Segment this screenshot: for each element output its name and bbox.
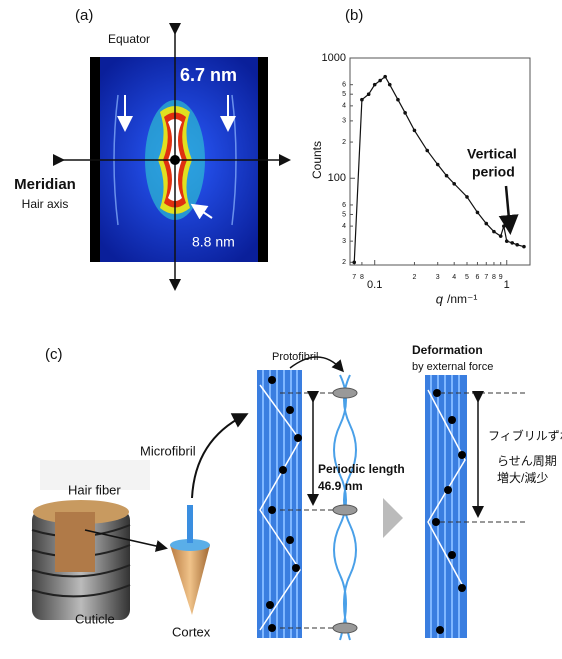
y-tick-label: 2 bbox=[342, 139, 346, 146]
y-tick-label: 5 bbox=[342, 211, 346, 218]
x-tick-label: 0.1 bbox=[367, 279, 382, 291]
figure: (a) Equator 6.7 nm Meridian Hair axis 8.… bbox=[0, 0, 562, 659]
deformation-label: Deformation bbox=[412, 343, 483, 357]
spacing-label: 8.8 nm bbox=[192, 234, 235, 250]
data-point bbox=[367, 92, 371, 96]
panel-label: (a) bbox=[75, 7, 93, 24]
meridian-label: Meridian bbox=[14, 176, 76, 193]
arrow bbox=[192, 415, 245, 498]
panel-label: (c) bbox=[45, 346, 63, 363]
data-point bbox=[515, 243, 519, 247]
chart-title: (b) bbox=[345, 7, 363, 24]
data-point bbox=[476, 211, 480, 215]
data-point bbox=[413, 129, 417, 133]
beam-center bbox=[170, 155, 180, 165]
data-point bbox=[396, 98, 400, 102]
data-point bbox=[445, 174, 449, 178]
x-tick-label: 6 bbox=[476, 274, 480, 281]
annotation: Vertical bbox=[467, 146, 517, 162]
data-point bbox=[492, 230, 496, 234]
data-point bbox=[373, 83, 377, 87]
microfibril-label: Microfibril bbox=[140, 443, 196, 458]
data-point bbox=[452, 182, 456, 186]
x-tick-label: 1 bbox=[504, 279, 510, 291]
x-tick-label: 8 bbox=[492, 274, 496, 281]
y-tick-label: 2 bbox=[342, 259, 346, 266]
cuticle-label: Cuticle bbox=[75, 611, 115, 626]
microfibril-rod bbox=[187, 505, 193, 543]
data-point bbox=[465, 195, 469, 199]
data-point bbox=[502, 224, 506, 228]
panel-b: (b) Counts q /nm⁻¹ Vertical period 23456… bbox=[310, 7, 530, 306]
x-axis-label: q bbox=[436, 291, 444, 306]
x-tick-label: 4 bbox=[452, 274, 456, 281]
annotation-arrow bbox=[506, 186, 510, 230]
data-point bbox=[499, 234, 503, 238]
y-tick-label: 5 bbox=[342, 91, 346, 98]
x-tick-label: 7 bbox=[484, 274, 488, 281]
jp-label: 増大/減少 bbox=[497, 470, 548, 485]
equator-label: Equator bbox=[108, 32, 150, 46]
y-tick-label: 4 bbox=[342, 103, 346, 110]
data-point bbox=[484, 222, 488, 226]
data-point bbox=[425, 149, 429, 153]
data-point bbox=[378, 79, 382, 83]
data-point bbox=[505, 239, 509, 243]
x-tick-label: 8 bbox=[360, 274, 364, 281]
deformation-label: by external force bbox=[412, 361, 493, 373]
data-point bbox=[403, 111, 407, 115]
y-tick-label: 6 bbox=[342, 202, 346, 209]
spacing-label: 6.7 nm bbox=[180, 65, 237, 85]
periodic-length-value: 46.9 nm bbox=[318, 479, 363, 493]
panel-c: (c) Hair fiber Cuticle Cortex Microfibri… bbox=[32, 343, 562, 640]
periodic-length-label: Periodic length bbox=[318, 462, 405, 476]
deformed-fibril bbox=[425, 375, 467, 638]
annotation: period bbox=[472, 164, 515, 180]
jp-label: らせん周期 bbox=[497, 454, 557, 468]
fibril-bundle bbox=[257, 370, 302, 638]
y-tick-label: 3 bbox=[342, 118, 346, 125]
hair-fiber-label: Hair fiber bbox=[68, 482, 121, 497]
x-tick-label: 7 bbox=[352, 274, 356, 281]
x-tick-label: 5 bbox=[465, 274, 469, 281]
data-point bbox=[383, 75, 387, 79]
data-point bbox=[436, 163, 440, 167]
x-tick-label: 2 bbox=[412, 274, 416, 281]
x-tick-label: 3 bbox=[436, 274, 440, 281]
data-point bbox=[522, 245, 526, 249]
jp-label: フィブリルずれ bbox=[488, 428, 562, 443]
cortex-cone bbox=[170, 545, 210, 615]
y-tick-label: 4 bbox=[342, 223, 346, 230]
cortex-label: Cortex bbox=[172, 624, 211, 639]
y-tick-label: 3 bbox=[342, 238, 346, 245]
y-tick-label: 100 bbox=[328, 172, 346, 184]
data-point bbox=[352, 261, 356, 265]
y-tick-label: 6 bbox=[342, 82, 346, 89]
data-point bbox=[510, 241, 514, 245]
panel-a: (a) Equator 6.7 nm Meridian Hair axis 8.… bbox=[14, 7, 288, 288]
data-point bbox=[360, 98, 364, 102]
hair-cortex bbox=[55, 512, 95, 572]
hair-axis-label: Hair axis bbox=[22, 197, 69, 211]
x-tick-label: 9 bbox=[499, 274, 503, 281]
y-axis-label: Counts bbox=[310, 141, 324, 179]
x-axis-label: /nm⁻¹ bbox=[447, 292, 477, 306]
data-point bbox=[388, 83, 392, 87]
transition-arrow bbox=[383, 498, 403, 538]
y-tick-label: 1000 bbox=[322, 52, 346, 64]
